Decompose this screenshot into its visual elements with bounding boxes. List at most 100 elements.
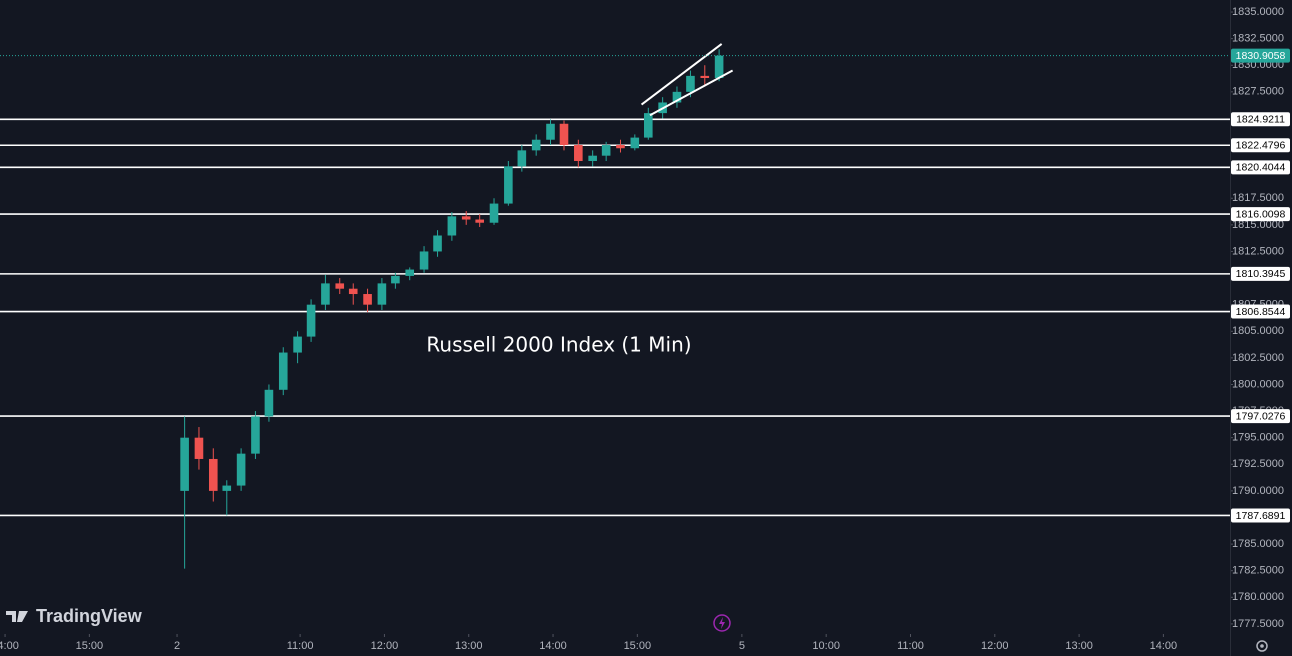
candle-body <box>251 416 260 454</box>
candle-body <box>208 458 218 491</box>
level-label: 1787.6891 <box>1236 510 1286 522</box>
x-tick-label: 13:00 <box>1065 640 1093 652</box>
candle-body <box>714 55 724 79</box>
x-tick-label: 5 <box>739 640 745 652</box>
y-tick-label: 1812.5000 <box>1232 245 1284 257</box>
x-tick-label: 11:00 <box>897 640 924 652</box>
x-tick-label: 14:00 <box>0 640 19 652</box>
y-tick-label: 1802.5000 <box>1232 352 1284 364</box>
candle-body <box>363 294 372 305</box>
y-tick-label: 1785.0000 <box>1232 538 1284 550</box>
watermark: TradingView <box>36 606 143 626</box>
y-tick-label: 1805.0000 <box>1232 325 1284 337</box>
last-price-label: 1830.9058 <box>1236 50 1286 62</box>
chart-title: Russell 2000 Index (1 Min) <box>426 333 691 357</box>
candle-body <box>391 275 400 284</box>
candle-body <box>559 123 569 146</box>
channel-line <box>649 69 734 117</box>
level-label-box <box>1231 112 1290 127</box>
x-tick-label: 15:00 <box>76 640 104 652</box>
level-label-box <box>1231 160 1290 175</box>
candle-body <box>419 251 429 270</box>
channel-line <box>640 43 723 106</box>
candle-body <box>504 166 513 204</box>
candle-body <box>222 485 232 491</box>
candle-body <box>574 145 583 162</box>
level-label: 1810.3945 <box>1236 268 1286 280</box>
x-tick-label: 12:00 <box>371 640 399 652</box>
y-tick-label: 1817.5000 <box>1232 192 1284 204</box>
y-tick-label: 1780.0000 <box>1232 591 1284 603</box>
y-tick-label: 1800.0000 <box>1232 378 1284 390</box>
level-label: 1797.0276 <box>1236 410 1286 422</box>
candle-body <box>700 75 710 79</box>
candle-body <box>630 137 640 149</box>
candle-body <box>405 269 415 276</box>
candle-body <box>348 288 358 295</box>
settings-gear[interactable] <box>1256 640 1268 652</box>
lightning-bolt[interactable] <box>719 617 725 629</box>
logo-icon <box>6 611 28 622</box>
level-label: 1822.4796 <box>1236 140 1286 152</box>
x-tick-label: 2 <box>174 640 180 652</box>
candle-body <box>588 155 597 162</box>
candle-body <box>377 283 387 305</box>
candle-body <box>278 352 288 390</box>
price-axis: 1835.00001832.50001830.00001827.50001817… <box>1230 6 1290 630</box>
y-tick-label: 1795.0000 <box>1232 432 1284 444</box>
last-price-box <box>1231 48 1290 63</box>
x-tick-label: 14:00 <box>539 640 567 652</box>
level-label-box <box>1231 207 1290 222</box>
candle-body <box>475 219 484 223</box>
level-label: 1824.9211 <box>1236 114 1285 126</box>
lightning-icon[interactable] <box>713 614 731 632</box>
level-label: 1820.4044 <box>1236 162 1286 174</box>
y-tick-label: 1827.5000 <box>1232 86 1284 98</box>
x-tick-label: 14:00 <box>1150 640 1178 652</box>
candle-body <box>489 203 499 223</box>
level-label-box <box>1231 304 1290 319</box>
candle-body <box>517 150 527 167</box>
candle-body <box>644 113 653 138</box>
lightning-circle[interactable] <box>713 614 731 632</box>
level-label-box <box>1231 138 1290 153</box>
candle-body <box>686 75 695 92</box>
x-tick-label: 13:00 <box>455 640 483 652</box>
level-label-box <box>1231 508 1290 523</box>
x-tick-label: 11:00 <box>287 640 314 652</box>
candle-body <box>447 216 457 236</box>
x-tick-label: 12:00 <box>981 640 1009 652</box>
candle-body <box>264 389 274 417</box>
y-tick-label: 1815.0000 <box>1232 219 1284 231</box>
candle-body <box>293 336 302 353</box>
candle-body <box>335 283 345 289</box>
candle-body <box>601 145 611 156</box>
candle-body <box>236 453 246 486</box>
candle-body <box>616 145 625 149</box>
plot-area <box>0 43 1230 569</box>
candle-body <box>321 283 330 305</box>
candle-body <box>306 304 316 337</box>
candle-body <box>194 437 204 459</box>
x-tick-label: 15:00 <box>624 640 652 652</box>
candle-body <box>433 235 442 252</box>
x-tick-label: 10:00 <box>812 640 840 652</box>
y-tick-label: 1832.5000 <box>1232 33 1284 45</box>
settings-icon[interactable] <box>1256 640 1268 652</box>
y-tick-label: 1777.5000 <box>1232 618 1284 630</box>
candle-body <box>672 91 682 103</box>
y-tick-label: 1792.5000 <box>1232 458 1284 470</box>
candle-body <box>461 216 471 220</box>
candle-body <box>531 139 541 151</box>
level-label-box <box>1231 409 1290 424</box>
settings-dot[interactable] <box>1260 644 1264 648</box>
y-tick-label: 1782.5000 <box>1232 565 1284 577</box>
level-label: 1806.8544 <box>1236 306 1286 318</box>
y-tick-label: 1790.0000 <box>1232 485 1284 497</box>
candle-body <box>546 123 555 140</box>
candle-body <box>180 437 189 491</box>
level-label: 1816.0098 <box>1236 208 1286 220</box>
level-label-box <box>1231 266 1290 281</box>
